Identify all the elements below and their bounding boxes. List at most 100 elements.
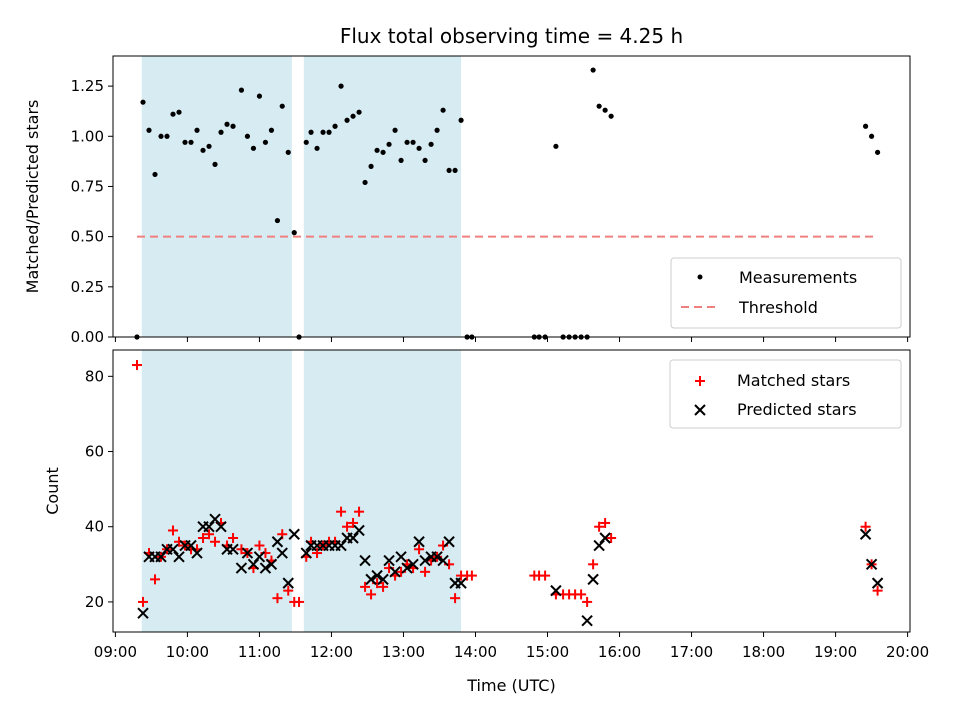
measurement-point — [268, 127, 275, 133]
predicted-star-point — [383, 554, 395, 567]
matched-star-point — [540, 570, 551, 581]
matched-star-point — [354, 506, 365, 517]
measurement-point — [274, 217, 281, 224]
measurement-point — [362, 179, 368, 186]
measurement-point — [320, 129, 326, 135]
predicted-star-point — [191, 547, 203, 559]
measurement-point — [194, 127, 200, 133]
count-y-tick-label: 20 — [85, 593, 104, 611]
predicted-star-point — [288, 528, 300, 540]
matched-star-point — [348, 517, 359, 528]
measurement-point — [416, 145, 422, 151]
matched-star-point — [466, 570, 477, 581]
predicted-star-point — [300, 547, 312, 559]
observing-interval-2 — [303, 56, 462, 337]
measurement-point — [224, 121, 230, 127]
measurement-point — [291, 230, 297, 236]
measurement-point — [158, 133, 164, 139]
measurement-point — [170, 111, 176, 117]
matched-star-point — [606, 533, 617, 543]
count-x-tick-label: 20:00 — [886, 643, 929, 661]
count-x-ticks: 09:00 10:00 11:00 12:00 13:00 14:00 15:00 16:00… — [94, 632, 929, 661]
legend-measurements-label: Measurements — [739, 268, 857, 287]
predicted-star-point — [550, 584, 562, 597]
measurement-point — [356, 109, 362, 115]
predicted-stars-points — [137, 513, 884, 627]
count-panel: 20 40 60 80 09:00 10:00 11:00 12:00 13:00 14:00 1… — [43, 349, 929, 695]
measurement-point — [380, 149, 386, 155]
matched-star-point — [312, 548, 323, 559]
matched-star-point — [872, 585, 883, 596]
count-legend: Matched stars Predicted stars — [669, 359, 902, 429]
legend-matched-marker — [695, 376, 705, 386]
predicted-star-point — [235, 562, 248, 574]
measurement-point — [146, 127, 152, 133]
count-y-tick-label: 80 — [85, 367, 104, 385]
count-x-tick-label: 09:00 — [94, 643, 137, 661]
predicted-star-point — [413, 536, 425, 548]
count-x-tick-label: 17:00 — [670, 643, 713, 661]
measurement-point — [218, 129, 224, 135]
measurement-points — [134, 67, 881, 340]
predicted-star-point — [259, 562, 272, 574]
predicted-star-point — [377, 573, 389, 586]
predicted-star-point — [335, 539, 347, 552]
measurement-point — [458, 117, 464, 123]
ratio-y-tick-label: 0.25 — [71, 278, 104, 296]
predicted-star-point — [859, 528, 872, 540]
count-x-tick-label: 16:00 — [598, 643, 641, 661]
predicted-star-point — [431, 551, 443, 563]
predicted-star-point — [371, 569, 383, 582]
matched-star-point — [600, 517, 611, 528]
predicted-star-point — [173, 551, 185, 563]
legend-matched-label: Matched stars — [737, 371, 850, 390]
observing-interval-1 — [141, 56, 292, 337]
predicted-star-point — [365, 573, 377, 586]
matched-star-point — [366, 589, 377, 600]
count-x-tick-label: 10:00 — [166, 643, 209, 661]
measurement-point — [285, 149, 291, 155]
ratio-y-tick-label: 1.25 — [71, 77, 104, 95]
matched-star-point — [378, 581, 389, 592]
predicted-star-point — [587, 573, 599, 586]
count-y-ticks: 20 40 60 80 — [85, 367, 113, 611]
count-x-tick-label: 11:00 — [238, 643, 281, 661]
matched-star-point — [414, 544, 425, 555]
measurement-point — [422, 157, 428, 163]
measurement-point — [368, 163, 374, 169]
predicted-star-point — [247, 558, 260, 571]
measurement-point — [212, 161, 218, 167]
measurement-point — [608, 113, 614, 119]
predicted-star-point — [227, 543, 239, 555]
count-x-tick-label: 18:00 — [742, 643, 785, 661]
measurement-point — [188, 139, 194, 145]
measurement-point — [350, 113, 356, 119]
measurement-point — [868, 133, 875, 139]
predicted-star-point — [401, 562, 413, 574]
measurement-point — [238, 87, 245, 93]
predicted-star-point — [389, 566, 401, 578]
matched-star-point — [272, 593, 283, 604]
measurement-point — [553, 143, 559, 149]
ratio-y-tick-label: 0.00 — [71, 328, 104, 346]
chart-title: Flux total observing time = 4.25 h — [340, 24, 683, 48]
matched-star-point — [168, 525, 179, 536]
measurement-point — [344, 117, 350, 123]
ratio-legend: Measurements Threshold — [670, 257, 902, 329]
measurement-point — [596, 103, 602, 109]
measurement-point — [602, 107, 608, 113]
measurement-point — [398, 157, 404, 163]
legend-predicted-label: Predicted stars — [737, 400, 857, 419]
count-x-tick-label: 19:00 — [814, 643, 857, 661]
matched-star-point — [336, 506, 347, 517]
measurement-point — [140, 99, 146, 105]
count-plot-frame — [112, 349, 911, 633]
legend-predicted-marker — [694, 404, 706, 416]
matched-star-point — [132, 360, 143, 371]
measurement-point — [256, 93, 263, 99]
predicted-star-point — [203, 521, 215, 533]
measurement-point — [874, 149, 881, 155]
predicted-star-point — [276, 547, 288, 559]
ratio-y-ticks: 0.00 0.25 0.50 0.75 1.00 1.25 — [71, 77, 113, 346]
